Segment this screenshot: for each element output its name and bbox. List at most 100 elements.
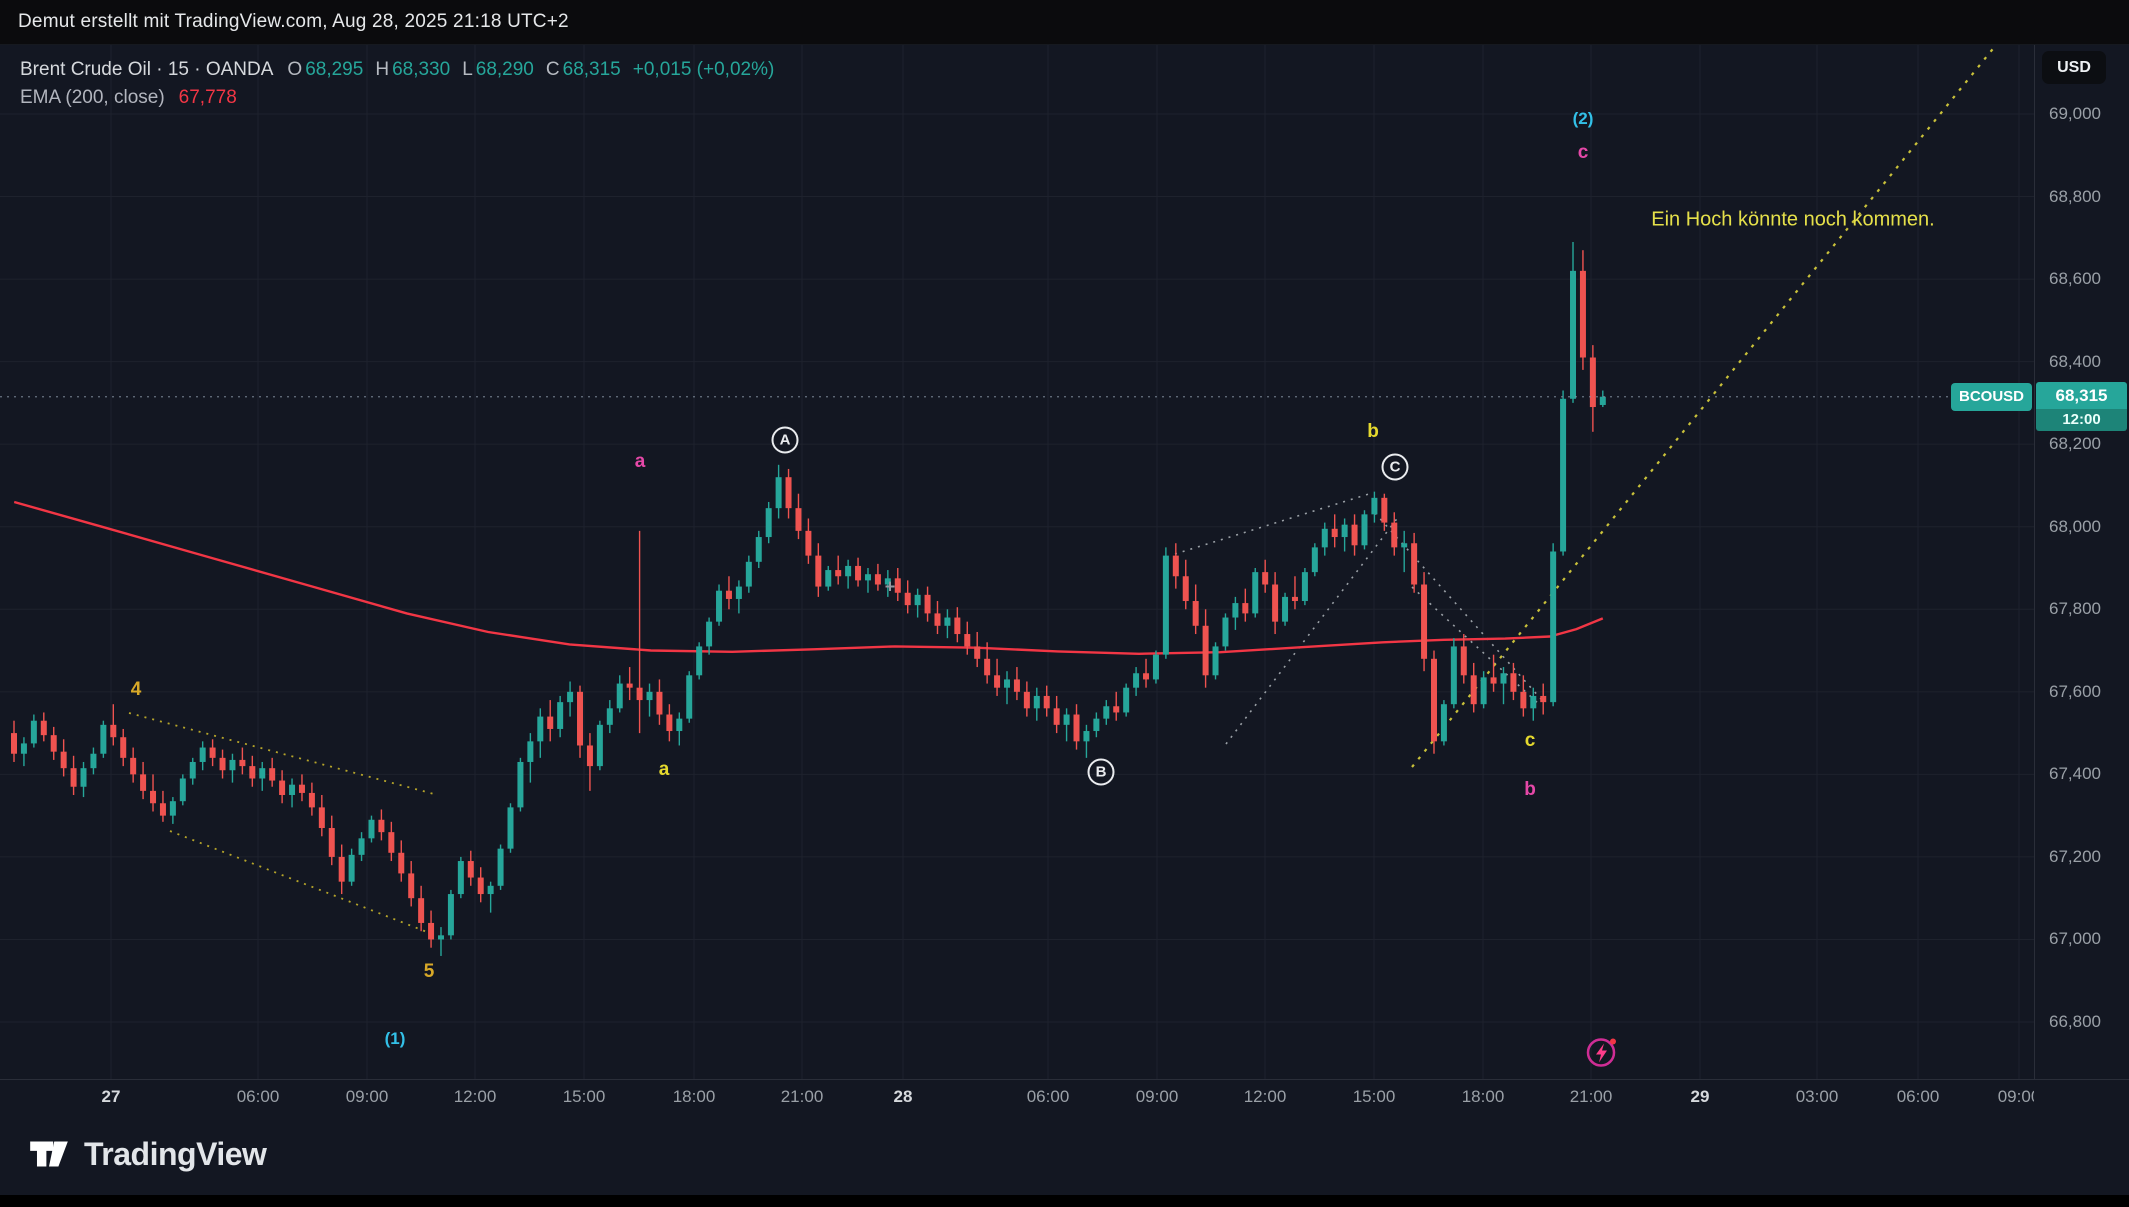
wave-a-yellow-label[interactable]: a	[658, 759, 670, 780]
candle-body	[1162, 555, 1169, 655]
candle-body	[904, 592, 911, 606]
candle-body	[567, 691, 574, 703]
candle-body	[60, 751, 67, 769]
candle-body	[378, 819, 385, 833]
candle-body	[1083, 731, 1090, 742]
candle-body	[457, 861, 464, 895]
brand-wordmark: TradingView	[84, 1135, 267, 1172]
candle-body	[179, 778, 186, 802]
candle-body	[1143, 673, 1150, 680]
close-value: 68,315	[562, 59, 621, 80]
ema-legend-row[interactable]: EMA (200, close) 67,778	[20, 84, 774, 112]
wave-c-magenta-label[interactable]: c	[1577, 142, 1589, 163]
time-tick-label: 09:00	[345, 1087, 389, 1106]
candle-body	[437, 935, 444, 940]
wave-a-magenta-label[interactable]: a	[634, 451, 646, 472]
candle-body	[388, 832, 395, 853]
price-tick-label: 68,000	[2049, 516, 2101, 536]
wave-b-yellow-label[interactable]: b	[1367, 421, 1379, 442]
time-tick-label: 09:00	[1997, 1087, 2034, 1106]
price-tick-label: 67,800	[2049, 599, 2101, 619]
candle-body	[11, 733, 17, 754]
symbol-legend-row[interactable]: Brent Crude Oil · 15 · OANDA O 68,295 H …	[20, 56, 774, 84]
candle-body	[1391, 522, 1398, 548]
wave-B-circled-label[interactable]: B	[1087, 758, 1115, 786]
time-tick-label: 27	[101, 1087, 121, 1106]
time-tick-label: 15:00	[1352, 1087, 1396, 1106]
candle-body	[1133, 673, 1140, 688]
ema-line[interactable]	[13, 500, 1604, 656]
wave-C-circled-label[interactable]: C	[1381, 453, 1409, 481]
open-value-group: O 68,295	[287, 59, 363, 81]
close-value-group: C 68,315	[546, 59, 621, 81]
bar-countdown: 12:00	[2036, 408, 2127, 431]
candle-body	[318, 807, 325, 829]
candle-body	[90, 753, 97, 769]
candle-body	[795, 508, 802, 531]
time-axis[interactable]: 27 06:00 09:00 12:00 15:00 18:00 21:00 28 06:00 0…	[0, 1079, 2129, 1113]
candle-body	[140, 774, 147, 791]
candle-body	[626, 683, 633, 688]
candle-body	[289, 784, 296, 795]
wave-1-label[interactable]: (1)	[384, 1029, 406, 1048]
lightning-badge[interactable]	[1585, 1035, 1619, 1074]
wave-2-label[interactable]: (2)	[1572, 109, 1594, 128]
time-tick-label: 12:00	[453, 1087, 497, 1106]
last-price-value: 68,315	[2036, 381, 2127, 409]
candle-body	[547, 716, 554, 729]
price-tick-label: 66,800	[2049, 1012, 2101, 1031]
candle-body	[586, 745, 593, 767]
candle-body	[1421, 584, 1428, 659]
candle-body	[1530, 695, 1537, 709]
price-tick-label: 68,400	[2049, 351, 2101, 371]
wave-4-label[interactable]: 4	[130, 679, 142, 700]
time-tick-label: 06:00	[1896, 1087, 1940, 1106]
candle-body	[646, 691, 653, 701]
candle-body	[229, 759, 236, 771]
close-label: C	[545, 59, 560, 80]
candle-body	[1113, 706, 1120, 713]
time-tick-label: 06:00	[236, 1087, 280, 1106]
projection-line[interactable]	[1411, 44, 1997, 768]
wave-5-label[interactable]: 5	[423, 961, 435, 982]
candle-body	[1430, 658, 1437, 742]
rising-channel-upper[interactable]	[1174, 492, 1373, 555]
candle-body	[1043, 695, 1050, 709]
candle-body	[894, 578, 901, 593]
low-value: 68,290	[475, 59, 534, 80]
candle-body	[825, 570, 832, 587]
price-axis[interactable]: 69,000 68,800 68,600 68,400 68,200 68,000 67,8…	[2034, 45, 2129, 1079]
forecast-note[interactable]: Ein Hoch könnte noch kommen.	[1651, 208, 1935, 231]
corrective-line-1[interactable]	[1374, 512, 1542, 700]
wave-b-magenta-label[interactable]: b	[1524, 779, 1536, 800]
high-label: H	[375, 59, 390, 80]
time-tick-label: 09:00	[1135, 1087, 1179, 1106]
candle-body	[855, 565, 862, 581]
price-tick-label: 67,400	[2049, 764, 2101, 784]
candle-body	[656, 691, 663, 715]
candle-body	[1341, 524, 1348, 538]
tradingview-watermark[interactable]: TradingView	[0, 1113, 2129, 1195]
candle-body	[40, 720, 47, 736]
low-label: L	[462, 59, 473, 80]
currency-button[interactable]: USD	[2042, 51, 2106, 84]
candle-body	[338, 856, 345, 882]
price-tick-label: 67,200	[2049, 846, 2101, 866]
candle-body	[1282, 596, 1289, 622]
candle-body	[1152, 654, 1159, 680]
candle-body	[1510, 673, 1517, 692]
time-tick-label: 29	[1690, 1087, 1710, 1106]
candle-body	[1311, 547, 1318, 573]
cross-marker[interactable]: +	[884, 576, 896, 597]
candle-body	[1321, 528, 1328, 548]
high-value: 68,330	[392, 59, 451, 80]
candle-body	[120, 737, 127, 758]
candle-body	[706, 621, 713, 647]
candle-body	[884, 578, 891, 585]
candle-body	[1063, 714, 1070, 725]
wave-A-circled-label[interactable]: A	[771, 426, 799, 454]
wave-c-yellow-label[interactable]: c	[1524, 730, 1536, 751]
candle-body	[845, 565, 852, 577]
